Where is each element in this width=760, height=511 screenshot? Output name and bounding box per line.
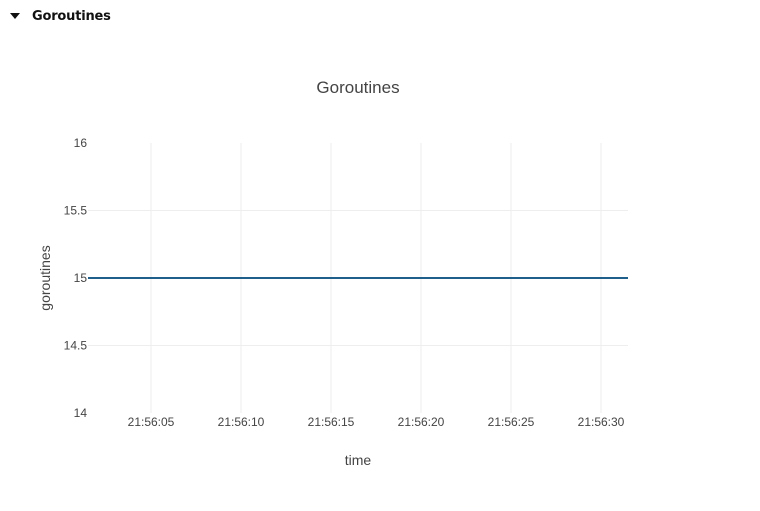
x-tick-label: 21:56:15 (308, 415, 355, 429)
x-tick-label: 21:56:30 (578, 415, 625, 429)
x-tick-label: 21:56:05 (128, 415, 175, 429)
caret-down-icon (10, 13, 20, 19)
y-tick-label: 15 (74, 271, 88, 285)
y-tick-label: 14 (74, 406, 88, 420)
y-tick-labels: 16 15.5 15 14.5 14 (64, 136, 88, 420)
x-tick-label: 21:56:10 (218, 415, 265, 429)
x-axis-title: time (345, 452, 372, 468)
y-tick-label: 15.5 (64, 204, 88, 218)
y-axis-title: goroutines (37, 245, 53, 310)
chart-title: Goroutines (316, 78, 399, 97)
x-tick-label: 21:56:20 (398, 415, 445, 429)
y-tick-label: 16 (74, 136, 88, 150)
x-tick-label: 21:56:25 (488, 415, 535, 429)
x-tick-labels: 21:56:05 21:56:10 21:56:15 21:56:20 21:56:25… (128, 415, 625, 429)
goroutines-section-toggle[interactable]: Goroutines (10, 6, 111, 26)
section-title: Goroutines (32, 8, 111, 24)
y-tick-label: 14.5 (64, 339, 88, 353)
